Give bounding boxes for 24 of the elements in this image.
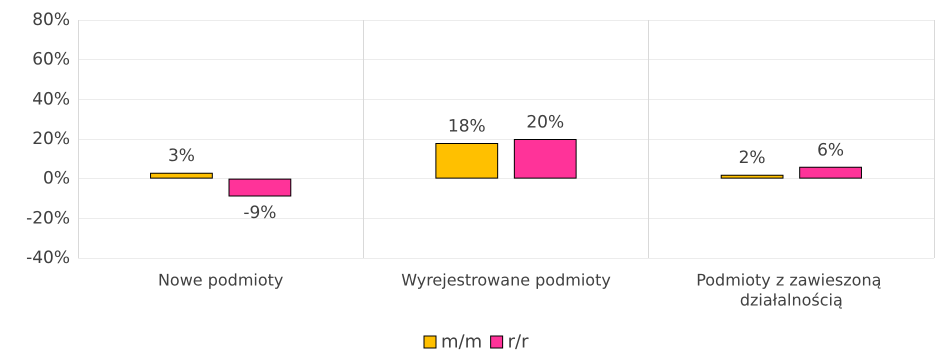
bar <box>799 166 862 179</box>
x-tick-label: Podmioty z zawieszoną działalnością <box>696 270 886 310</box>
x-tick-label: Wyrejestrowane podmioty <box>401 270 611 290</box>
bar <box>514 139 577 179</box>
y-tick-label: 20% <box>32 129 70 149</box>
y-tick-label: 60% <box>32 50 70 70</box>
data-label: 20% <box>526 112 564 132</box>
y-tick-label: 40% <box>32 89 70 110</box>
data-label: 6% <box>817 140 844 160</box>
y-tick-label: 0% <box>43 168 70 189</box>
y-tick-label: -40% <box>26 248 70 268</box>
legend-label: r/r <box>508 332 530 352</box>
bar <box>435 142 498 179</box>
bar <box>150 172 213 179</box>
y-tick-label: 80% <box>32 10 70 30</box>
data-label: 3% <box>168 146 195 166</box>
data-label: 18% <box>448 116 486 136</box>
legend-label: m/m <box>441 332 482 352</box>
data-label: -9% <box>243 203 276 224</box>
bar <box>228 178 292 197</box>
bar <box>720 174 784 179</box>
y-tick-label: -20% <box>26 208 70 228</box>
data-label: 2% <box>738 148 766 168</box>
x-tick-label: Nowe podmioty <box>158 270 284 290</box>
